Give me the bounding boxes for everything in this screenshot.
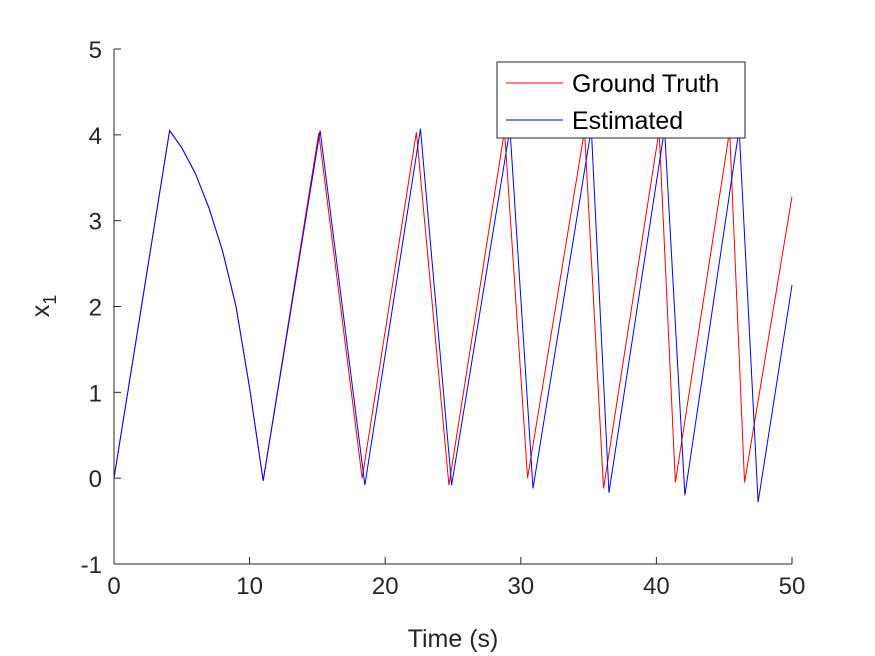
y-axis-label: x1	[27, 295, 60, 318]
y-tick-label: -1	[81, 552, 102, 579]
y-tick-label: 4	[89, 123, 102, 150]
x-tick-label: 30	[507, 573, 534, 600]
svg-text:x1: x1	[27, 295, 60, 318]
series-layer	[113, 128, 793, 503]
y-tick-label: 0	[89, 466, 102, 493]
x-tick-label: 20	[372, 573, 399, 600]
legend-box	[496, 61, 746, 139]
x-tick-label: 50	[779, 573, 806, 600]
y-axis-label-subscript: 1	[40, 295, 60, 305]
y-tick-label: 2	[89, 295, 102, 322]
x-axis-label: Time (s)	[408, 625, 499, 653]
x-tick-label: 10	[236, 573, 263, 600]
legend-label-estimated: Estimated	[572, 107, 683, 135]
x-tick-label: 0	[107, 573, 120, 600]
y-tick-label: 1	[89, 380, 102, 407]
y-tick-label: 3	[89, 209, 102, 236]
legend-label-ground-truth: Ground Truth	[572, 70, 719, 98]
series-line-estimated	[113, 128, 793, 503]
y-tick-label: 5	[89, 37, 102, 64]
x-tick-label: 40	[643, 573, 670, 600]
y-axis-label-main: x	[27, 304, 55, 317]
legend: Ground Truth Estimated	[496, 61, 746, 139]
